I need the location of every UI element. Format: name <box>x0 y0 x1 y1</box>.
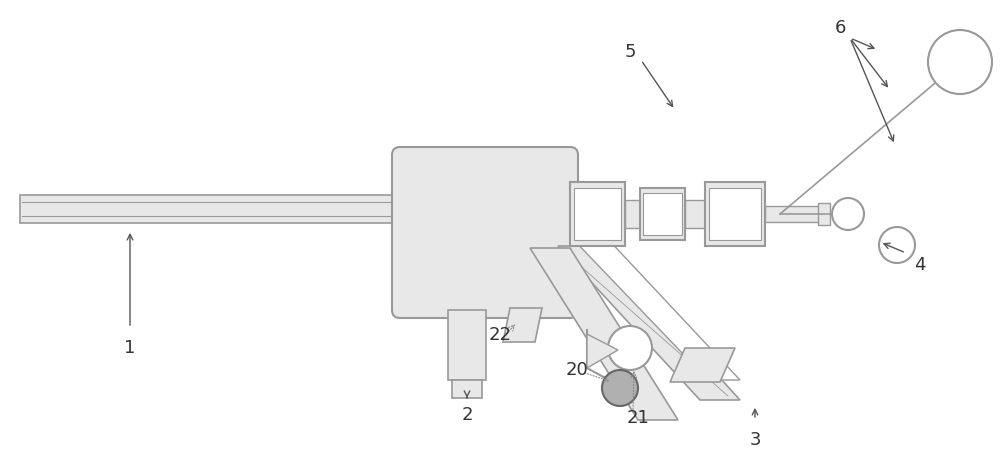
FancyBboxPatch shape <box>392 147 578 318</box>
Bar <box>448 310 486 380</box>
Circle shape <box>602 370 638 406</box>
Bar <box>818 203 830 225</box>
Text: 1: 1 <box>124 339 136 357</box>
Polygon shape <box>558 246 740 400</box>
Circle shape <box>832 198 864 230</box>
Text: 6: 6 <box>834 19 846 37</box>
Bar <box>625 200 680 228</box>
Polygon shape <box>670 348 735 382</box>
Bar <box>574 188 621 240</box>
Polygon shape <box>530 248 678 420</box>
Text: 3: 3 <box>749 431 761 449</box>
Bar <box>20 195 480 223</box>
Text: 22: 22 <box>488 326 512 344</box>
Bar <box>765 206 820 222</box>
Polygon shape <box>587 334 618 368</box>
Circle shape <box>608 326 652 370</box>
Text: 21: 21 <box>627 409 649 427</box>
Polygon shape <box>570 236 740 380</box>
Text: 4: 4 <box>914 256 926 274</box>
Bar <box>570 182 625 246</box>
Bar <box>685 200 745 228</box>
Text: 5: 5 <box>624 43 636 61</box>
Bar <box>705 182 765 246</box>
Bar <box>452 380 482 398</box>
Text: 2: 2 <box>461 406 473 424</box>
Circle shape <box>928 30 992 94</box>
Bar <box>709 188 761 240</box>
Text: 20: 20 <box>566 361 588 379</box>
Bar <box>643 193 682 235</box>
Circle shape <box>879 227 915 263</box>
Bar <box>570 200 625 228</box>
Bar <box>640 188 685 240</box>
Polygon shape <box>503 308 542 342</box>
